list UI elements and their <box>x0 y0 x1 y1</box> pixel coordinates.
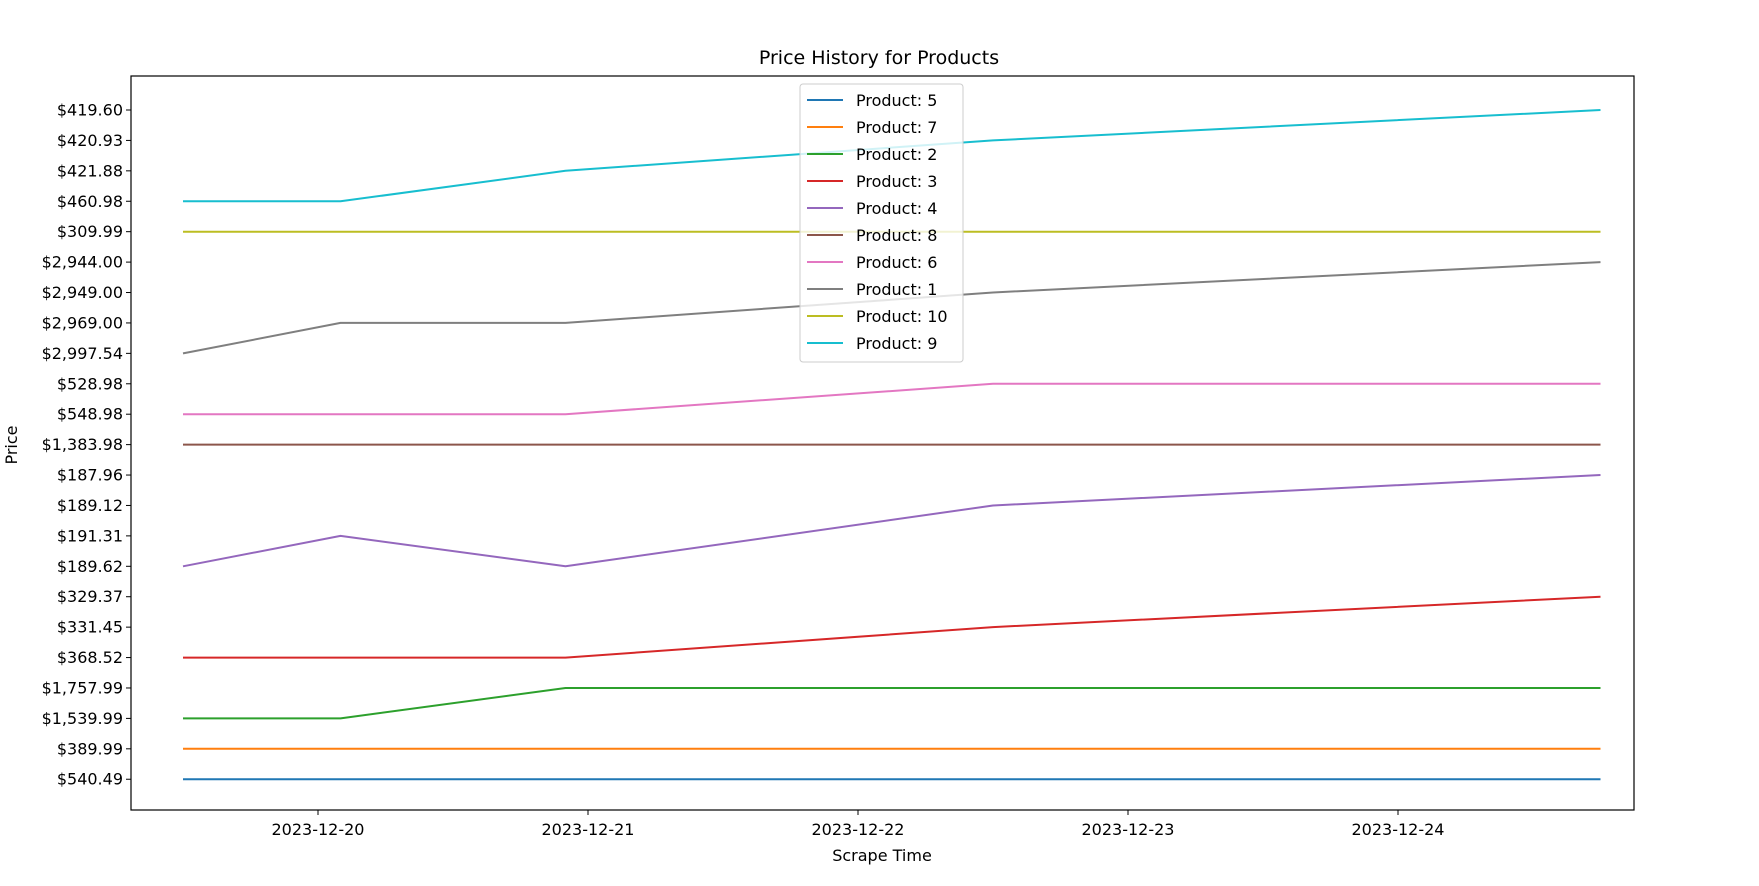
legend-label: Product: 4 <box>856 199 937 218</box>
x-tick-label: 2023-12-22 <box>812 820 905 839</box>
x-tick-label: 2023-12-23 <box>1082 820 1175 839</box>
series-lines <box>182 109 1601 781</box>
legend: Product: 5 Product: 7 Product: 2 Product: 3… <box>799 83 964 363</box>
y-tick-label: $548.98 <box>57 405 123 424</box>
y-axis-label: Price <box>2 425 21 464</box>
legend-label: Product: 6 <box>856 253 937 272</box>
x-axis: 2023-12-20 2023-12-21 2023-12-22 2023-12-23… <box>272 810 1445 839</box>
y-tick-label: $1,539.99 <box>42 709 123 728</box>
legend-label: Product: 8 <box>856 226 937 245</box>
y-tick-label: $540.49 <box>57 770 123 789</box>
x-tick-label: 2023-12-21 <box>542 820 635 839</box>
y-tick-label: $1,757.99 <box>42 678 123 697</box>
y-axis: $540.49 $389.99 $1,539.99 $1,757.99 $368.52 $… <box>42 101 131 789</box>
series-line-10 <box>183 109 1601 203</box>
legend-label: Product: 5 <box>856 91 937 110</box>
y-tick-label: $191.31 <box>57 526 123 545</box>
y-tick-label: $331.45 <box>57 618 123 637</box>
legend-label: Product: 1 <box>856 280 937 299</box>
legend-label: Product: 3 <box>856 172 937 191</box>
plot-area-frame <box>130 75 1635 811</box>
series-line-7 <box>183 382 1601 416</box>
legend-label: Product: 7 <box>856 118 937 137</box>
y-tick-label: $309.99 <box>57 222 123 241</box>
x-tick-label: 2023-12-24 <box>1352 820 1445 839</box>
x-tick-label: 2023-12-20 <box>272 820 365 839</box>
x-axis-label: Scrape Time <box>832 846 932 865</box>
y-tick-label: $1,383.98 <box>42 435 123 454</box>
y-tick-label: $189.12 <box>57 496 123 515</box>
y-tick-label: $2,969.00 <box>42 313 123 332</box>
chart-title: Price History for Products <box>759 47 999 69</box>
y-tick-label: $187.96 <box>57 466 123 485</box>
y-tick-label: $189.62 <box>57 557 123 576</box>
y-tick-label: $2,949.00 <box>42 283 123 302</box>
y-tick-label: $389.99 <box>57 739 123 758</box>
series-line-3 <box>183 687 1601 720</box>
legend-label: Product: 2 <box>856 145 937 164</box>
series-line-8 <box>182 261 1601 355</box>
y-tick-label: $2,997.54 <box>42 344 123 363</box>
y-tick-label: $421.88 <box>57 161 123 180</box>
legend-label: Product: 9 <box>856 334 937 353</box>
series-line-4 <box>183 595 1601 659</box>
y-tick-label: $460.98 <box>57 192 123 211</box>
y-tick-label: $2,944.00 <box>42 253 123 272</box>
series-line-5 <box>182 474 1601 568</box>
y-tick-label: $419.60 <box>57 101 123 120</box>
y-tick-label: $528.98 <box>57 374 123 393</box>
y-tick-label: $368.52 <box>57 648 123 667</box>
y-tick-label: $329.37 <box>57 587 123 606</box>
y-tick-label: $420.93 <box>57 131 123 150</box>
legend-label: Product: 10 <box>856 307 948 326</box>
